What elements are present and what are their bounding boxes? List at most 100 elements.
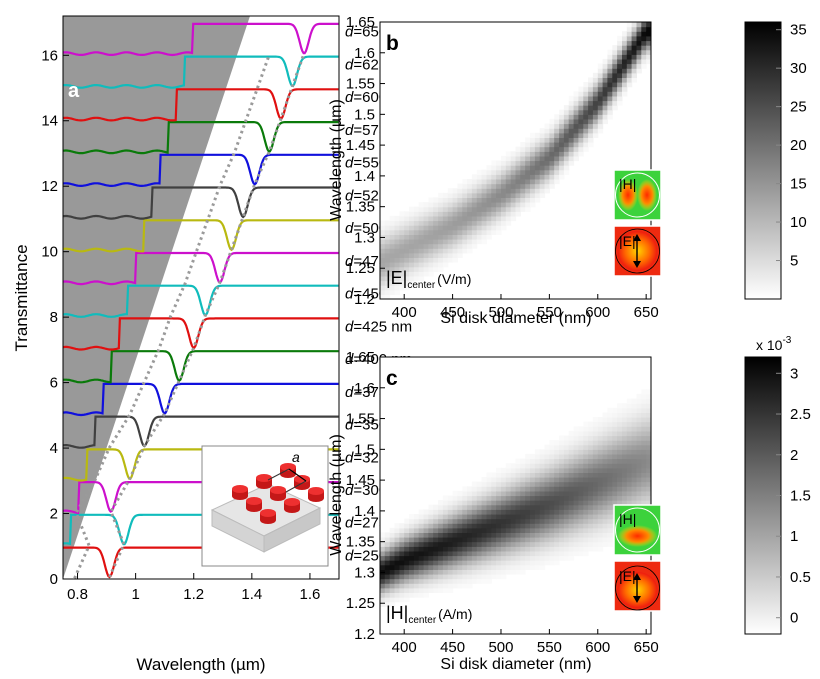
- y-tick-label: 1.45: [346, 472, 375, 489]
- y-tick-label: 1.35: [346, 199, 375, 216]
- colorbar-tick-label: 3: [790, 365, 798, 382]
- x-tick-label: 450: [440, 639, 465, 656]
- colorbar-tick-label: 15: [790, 176, 807, 193]
- y-tick-label: 1.25: [346, 260, 375, 277]
- y-tick-label: 1.4: [354, 168, 375, 185]
- y-tick-label: 1.45: [346, 137, 375, 154]
- y-tick-label: 0: [50, 571, 58, 588]
- curve-label-425: d=425 nm: [345, 318, 412, 335]
- si-disk: [284, 498, 300, 506]
- y-tick-label: 10: [41, 244, 58, 261]
- colorbar-multiplier: x 10-3: [756, 335, 792, 353]
- colorbar-ticks-c: 0 0.5 1 1.5 2 2.5 3: [776, 365, 811, 627]
- colorbar-tick-label: 10: [790, 214, 807, 231]
- y-axis-ticks: 0 2 4 6 8 10 12 14 16: [41, 47, 69, 588]
- si-disk: [294, 475, 310, 483]
- x-tick-label: 650: [634, 304, 659, 321]
- y-tick-label: 1.6: [354, 45, 375, 62]
- field-inset-e-b: |E|: [613, 225, 662, 277]
- si-disk: [260, 509, 276, 517]
- y-tick-label: 12: [41, 178, 58, 195]
- si-disk: [256, 474, 272, 482]
- y-tick-label: 4: [50, 440, 58, 457]
- y-tick-label: 1.2: [354, 626, 375, 643]
- x-axis-label: Wavelength (µm): [136, 655, 265, 674]
- colorbar-tick-label: 2: [790, 447, 798, 464]
- colorbar-tick-label: 2.5: [790, 406, 811, 423]
- x-tick-label: 1: [131, 586, 139, 603]
- x-tick-label: 600: [585, 639, 610, 656]
- x-tick-label: 400: [392, 304, 417, 321]
- y-tick-label: 1.65: [346, 349, 375, 366]
- x-tick-label: 550: [537, 304, 562, 321]
- disk-array-inset: a: [201, 445, 329, 567]
- x-axis-ticks-b: 400 450 500 550 600 650: [392, 294, 659, 321]
- colorbar-tick-label: 1: [790, 528, 798, 545]
- colorbar-tick-label: 1.5: [790, 488, 811, 505]
- inset-e-label-b: |E|: [619, 233, 636, 249]
- period-label: a: [292, 449, 300, 465]
- y-tick-label: 1.55: [346, 411, 375, 428]
- x-axis-label-b: Si disk diameter (nm): [440, 310, 591, 327]
- quantity-label-c: |H|center (A/m): [386, 603, 472, 626]
- field-map-c: [380, 389, 651, 607]
- colorbar-b: [744, 21, 782, 300]
- panel-b: 400 450 500 550 600 650 1.2 1.25 1.3 1.35 1.4 1.45…: [346, 14, 807, 327]
- panel-label-c: c: [386, 367, 398, 390]
- curve-475: [63, 251, 339, 286]
- curve-450: [63, 284, 339, 318]
- guide-line-dips: [108, 52, 306, 578]
- curve-400: [63, 350, 339, 384]
- y-tick-label: 1.2: [354, 291, 375, 308]
- field-inset-e-c: |E|: [613, 560, 662, 612]
- plot-frame: [62, 15, 340, 580]
- si-disk: [232, 485, 248, 493]
- inset-e-label-c: |E|: [619, 568, 636, 584]
- curve-350: [63, 415, 339, 449]
- colorbar-tick-label: 25: [790, 99, 807, 116]
- curve-600: [63, 88, 339, 122]
- y-tick-label: 1.35: [346, 534, 375, 551]
- y-axis-ticks-b: 1.2 1.25 1.3 1.35 1.4 1.45 1.5 1.55 1.6 1.65: [346, 14, 385, 308]
- curve-500: [63, 219, 339, 253]
- x-tick-label: 500: [488, 639, 513, 656]
- x-tick-label: 1.4: [241, 586, 262, 603]
- si-disk: [270, 486, 286, 494]
- x-axis-label-c: Si disk diameter (nm): [440, 656, 591, 673]
- resonance-guide-lines: [73, 52, 306, 579]
- plot-frame-c: [379, 356, 652, 635]
- y-tick-label: 14: [41, 113, 58, 130]
- inset-h-label-b: |H|: [619, 176, 636, 192]
- colorbar-tick-label: 0: [790, 610, 798, 627]
- inset-h-label-c: |H|: [619, 511, 636, 527]
- y-axis-label-c-text: Wavelength (µm): [328, 434, 345, 556]
- curve-575: [63, 120, 339, 155]
- panel-label-b: b: [386, 32, 399, 55]
- si-disk: [308, 487, 324, 495]
- field-map-b: [380, 22, 651, 299]
- y-axis-label-b-text: Wavelength (µm): [328, 99, 345, 221]
- x-tick-label: 0.8: [67, 586, 88, 603]
- y-tick-label: 1.5: [354, 441, 375, 458]
- curve-375: [63, 382, 339, 417]
- y-axis-ticks-c: 1.2 1.25 1.3 1.35 1.4 1.45 1.5 1.55 1.6 1.65: [346, 349, 385, 643]
- panel-c: 400 450 500 550 600 650 1.2 1.25 1.3 1.35 1.4 1.45…: [346, 335, 811, 673]
- colorbar-tick-label: 35: [790, 22, 807, 39]
- x-tick-label: 650: [634, 639, 659, 656]
- y-tick-label: 16: [41, 47, 58, 64]
- y-tick-label: 1.5: [354, 106, 375, 123]
- y-tick-label: 1.3: [354, 564, 375, 581]
- y-tick-label: 1.3: [354, 229, 375, 246]
- y-tick-label: 8: [50, 309, 58, 326]
- x-axis-ticks: 0.8 1 1.2 1.4 1.6: [67, 573, 320, 603]
- plot-frame-b: [379, 21, 652, 300]
- colorbar-tick-label: 20: [790, 137, 807, 154]
- colorbar-tick-label: 0.5: [790, 569, 811, 586]
- field-inset-h-c: |H|: [613, 504, 662, 556]
- colorbar-c: [744, 356, 782, 635]
- x-tick-label: 1.6: [300, 586, 321, 603]
- x-tick-label: 450: [440, 304, 465, 321]
- x-tick-label: 500: [488, 304, 513, 321]
